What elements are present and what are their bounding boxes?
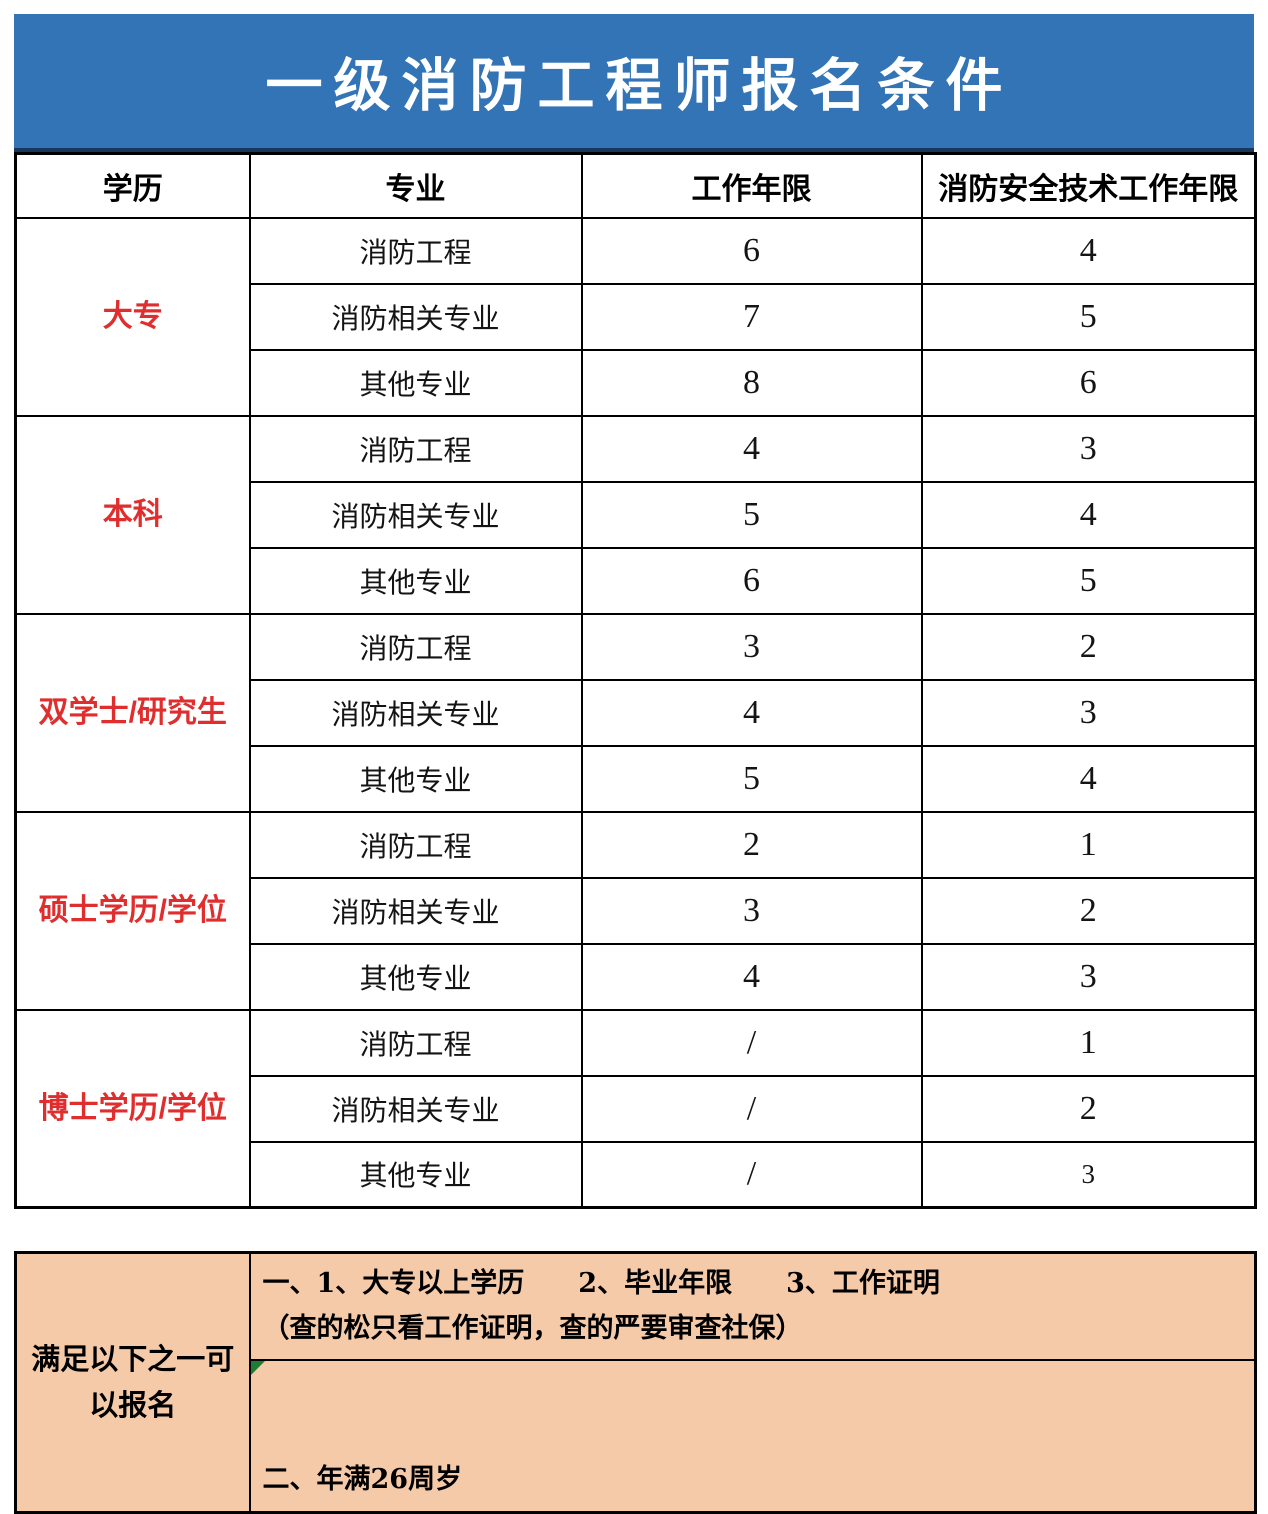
fire-years-cell: 1: [920, 1008, 1257, 1077]
table-row: 消防相关专业 5 4: [16, 480, 1257, 549]
table-row: 消防相关专业 3 2: [16, 876, 1257, 945]
column-header-2: 工作年限: [580, 152, 923, 219]
notes-label: 满足以下之一可 以报名: [14, 1251, 251, 1514]
column-header-1: 专业: [248, 152, 583, 219]
work-years-cell: 6: [580, 216, 923, 285]
work-years-cell: 4: [580, 414, 923, 483]
fire-years-cell: 2: [920, 1074, 1257, 1143]
main-table-header-row: 学历 专业 工作年限 消防安全技术工作年限: [14, 152, 1257, 219]
cell-error-indicator-icon: [250, 1361, 265, 1376]
major-cell: 消防工程: [248, 414, 583, 483]
major-cell: 消防相关专业: [248, 876, 583, 945]
education-label-3: 硕士学历/学位: [14, 810, 251, 1011]
fire-years-cell: 2: [920, 876, 1257, 945]
fire-years-cell: 4: [920, 744, 1257, 813]
work-years-cell: /: [580, 1074, 923, 1143]
work-years-cell: /: [580, 1008, 923, 1077]
major-cell: 消防相关专业: [248, 1074, 583, 1143]
education-label-4: 博士学历/学位: [14, 1008, 251, 1209]
table-row: 其他专业 8 6: [16, 348, 1257, 417]
fire-years-cell: 5: [920, 546, 1257, 615]
column-header-3: 消防安全技术工作年限: [920, 152, 1257, 219]
note-item-2: 二、年满26周岁: [248, 1359, 1257, 1514]
note-item-1: 一、1、大专以上学历 2、毕业年限 3、工作证明 （查的松只看工作证明，查的严要…: [248, 1251, 1257, 1362]
work-years-cell: /: [580, 1140, 923, 1209]
fire-years-cell: 4: [920, 216, 1257, 285]
work-years-cell: 2: [580, 810, 923, 879]
education-label-0: 大专: [14, 216, 251, 417]
work-years-cell: 4: [580, 678, 923, 747]
work-years-cell: 7: [580, 282, 923, 351]
education-label-2: 双学士/研究生: [14, 612, 251, 813]
education-label-1: 本科: [14, 414, 251, 615]
major-cell: 消防工程: [248, 216, 583, 285]
column-header-0: 学历: [14, 152, 251, 219]
table-row: 大专 消防工程 6 4: [14, 216, 1257, 417]
table-row: 博士学历/学位 消防工程/1: [14, 1008, 1257, 1209]
table-row: 消防相关专业/2: [16, 1074, 1257, 1143]
page-title-banner: 一级消防工程师报名条件: [14, 14, 1254, 152]
fire-years-cell: 5: [920, 282, 1257, 351]
work-years-cell: 6: [580, 546, 923, 615]
table-row: 硕士学历/学位 消防工程 2 1: [14, 810, 1257, 1011]
major-cell: 其他专业: [248, 546, 583, 615]
table-row: 其他专业/3: [16, 1140, 1257, 1209]
major-cell: 其他专业: [248, 744, 583, 813]
fire-years-cell: 3: [920, 414, 1257, 483]
table-row: 其他专业 4 3: [16, 942, 1257, 1011]
table-row: 其他专业 5 4: [16, 744, 1257, 813]
note-item-2-text: 二、年满26周岁: [262, 1464, 463, 1496]
fire-years-cell: 3: [920, 1140, 1257, 1209]
major-cell: 消防相关专业: [248, 282, 583, 351]
fire-years-cell: 6: [920, 348, 1257, 417]
main-table-body: 大专 消防工程 6 4 消防相关专业 7 5 其他专业 8 6 本科 消防工程 4 3 消防相关专业 5 4 其他…: [14, 216, 1257, 1209]
fire-years-cell: 2: [920, 612, 1257, 681]
major-cell: 消防工程: [248, 612, 583, 681]
fire-years-cell: 3: [920, 942, 1257, 1011]
table-row: 消防相关专业 4 3: [16, 678, 1257, 747]
work-years-cell: 3: [580, 876, 923, 945]
major-cell: 消防相关专业: [248, 480, 583, 549]
page-title: 一级消防工程师报名条件: [265, 52, 1014, 119]
major-cell: 其他专业: [248, 942, 583, 1011]
table-row: 其他专业 6 5: [16, 546, 1257, 615]
fire-years-cell: 3: [920, 678, 1257, 747]
work-years-cell: 4: [580, 942, 923, 1011]
fire-years-cell: 4: [920, 480, 1257, 549]
work-years-cell: 8: [580, 348, 923, 417]
fire-years-cell: 1: [920, 810, 1257, 879]
work-years-cell: 5: [580, 744, 923, 813]
major-cell: 其他专业: [248, 348, 583, 417]
table-row: 消防相关专业 7 5: [16, 282, 1257, 351]
table-row: 双学士/研究生 消防工程 3 2: [14, 612, 1257, 813]
major-cell: 其他专业: [248, 1140, 583, 1209]
notes-row-1: 满足以下之一可 以报名 一、1、大专以上学历 2、毕业年限 3、工作证明 （查的…: [14, 1251, 1257, 1514]
work-years-cell: 3: [580, 612, 923, 681]
notes-table: 满足以下之一可 以报名 一、1、大专以上学历 2、毕业年限 3、工作证明 （查的…: [14, 1251, 1257, 1514]
major-cell: 消防工程: [248, 1008, 583, 1077]
table-row: 本科 消防工程 4 3: [14, 414, 1257, 615]
major-cell: 消防工程: [248, 810, 583, 879]
major-cell: 消防相关专业: [248, 678, 583, 747]
work-years-cell: 5: [580, 480, 923, 549]
requirements-table: 学历 专业 工作年限 消防安全技术工作年限 大专 消防工程 6 4 消防相关专业 7 5 其他专业 8…: [14, 152, 1257, 1209]
